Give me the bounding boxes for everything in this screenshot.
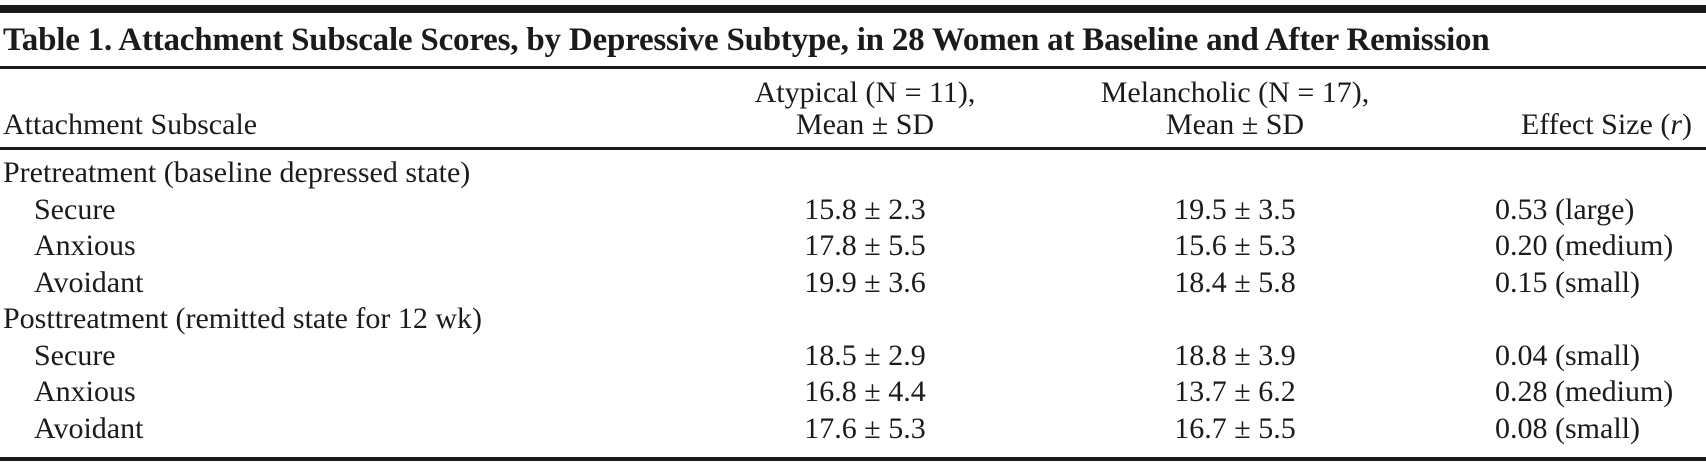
melancholic-value: 15.6 ± 5.3 [1174, 229, 1296, 262]
atypical-value: 17.8 ± 5.5 [804, 229, 926, 262]
table-header: Attachment Subscale Atypical (N = 11), M… [0, 69, 1706, 150]
table-row: Secure 15.8 ± 2.3 19.5 ± 3.5 0.53 (large… [0, 192, 1706, 229]
atypical-value: 17.6 ± 5.3 [804, 411, 926, 445]
atypical-value: 15.8 ± 2.3 [804, 192, 926, 226]
header-melancholic-line1: Melancholic (N = 17), [1100, 76, 1370, 109]
effect-size-value: 0.20 (medium) [1495, 229, 1674, 262]
atypical-value: 19.9 ± 3.6 [804, 265, 926, 299]
table-row: Avoidant 17.6 ± 5.3 16.7 ± 5.5 0.08 (sma… [0, 411, 1706, 448]
melancholic-value: 18.8 ± 3.9 [1174, 338, 1296, 372]
bottom-rule-wrap [0, 447, 1706, 461]
header-atypical-line1: Atypical (N = 11), [754, 76, 976, 109]
row-label: Anxious [34, 229, 136, 262]
atypical-value: 16.8 ± 4.4 [804, 375, 926, 408]
effect-size-value: 0.08 (small) [1495, 411, 1640, 445]
row-label: Secure [34, 192, 116, 226]
row-label: Avoidant [34, 411, 144, 445]
header-attachment-subscale-label: Attachment Subscale [3, 108, 258, 141]
row-label: Avoidant [34, 265, 144, 299]
melancholic-value: 19.5 ± 3.5 [1174, 192, 1296, 226]
table-title: Table 1. Attachment Subscale Scores, by … [3, 22, 1490, 58]
header-effect-size-prefix: Effect Size ( [1520, 108, 1671, 141]
header-attachment-subscale: Attachment Subscale [0, 69, 700, 150]
bottom-border-rule [0, 457, 1706, 461]
melancholic-value: 18.4 ± 5.8 [1174, 265, 1296, 299]
title-divider-rule [0, 66, 1706, 69]
section-label: Posttreatment (remitted state for 12 wk) [3, 302, 483, 335]
section-row-posttreatment: Posttreatment (remitted state for 12 wk) [0, 301, 1706, 338]
effect-size-value: 0.15 (small) [1495, 265, 1640, 299]
header-atypical-line2: Mean ± SD [795, 108, 935, 141]
table-row: Secure 18.5 ± 2.9 18.8 ± 3.9 0.04 (small… [0, 338, 1706, 375]
header-effect-size-suffix: ) [1682, 108, 1692, 141]
header-melancholic-line2: Mean ± SD [1165, 108, 1305, 141]
top-border-rule [0, 5, 1706, 13]
row-label: Secure [34, 338, 116, 372]
header-melancholic: Melancholic (N = 17), Mean ± SD [1030, 69, 1440, 150]
section-row-pretreatment: Pretreatment (baseline depressed state) [0, 149, 1706, 192]
atypical-value: 18.5 ± 2.9 [804, 338, 926, 372]
effect-size-value: 0.53 (large) [1495, 192, 1635, 226]
header-atypical: Atypical (N = 11), Mean ± SD [700, 69, 1030, 150]
header-effect-size-r: r [1670, 108, 1682, 141]
table-row: Anxious 17.8 ± 5.5 15.6 ± 5.3 0.20 (medi… [0, 228, 1706, 265]
melancholic-value: 13.7 ± 6.2 [1174, 375, 1296, 408]
table-row: Avoidant 19.9 ± 3.6 18.4 ± 5.8 0.15 (sma… [0, 265, 1706, 302]
section-label: Pretreatment (baseline depressed state) [3, 156, 471, 189]
table-body: Pretreatment (baseline depressed state) … [0, 149, 1706, 448]
header-row: Attachment Subscale Atypical (N = 11), M… [0, 69, 1706, 150]
effect-size-value: 0.04 (small) [1495, 338, 1640, 372]
header-effect-size: Effect Size (r) [1440, 69, 1706, 150]
melancholic-value: 16.7 ± 5.5 [1174, 411, 1296, 445]
row-label: Anxious [34, 375, 136, 408]
table-row: Anxious 16.8 ± 4.4 13.7 ± 6.2 0.28 (medi… [0, 374, 1706, 411]
attachment-subscale-table: Attachment Subscale Atypical (N = 11), M… [0, 69, 1706, 447]
effect-size-value: 0.28 (medium) [1495, 375, 1674, 408]
